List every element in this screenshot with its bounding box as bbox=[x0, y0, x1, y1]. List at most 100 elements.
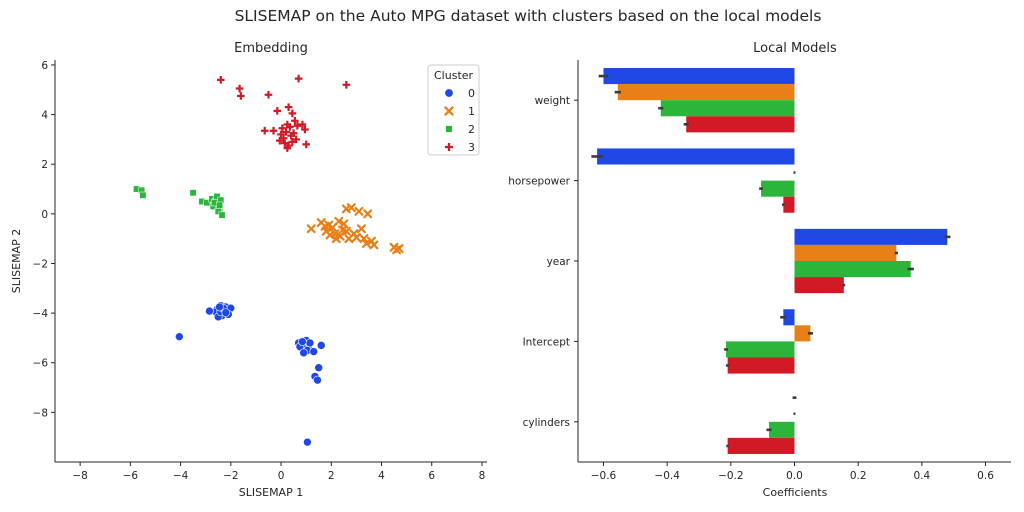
bar-weight-cluster-0 bbox=[603, 68, 795, 85]
bar-year-cluster-2 bbox=[794, 261, 911, 278]
cluster-3-point bbox=[260, 126, 269, 135]
bars-category-ticks: weight horsepower year Intercept cylinders bbox=[508, 95, 578, 429]
cluster-3-point bbox=[235, 84, 244, 93]
bar-year-cluster-0 bbox=[794, 228, 948, 245]
cluster-3-point bbox=[287, 131, 295, 140]
cluster-1-point bbox=[341, 226, 351, 236]
local-models-title: Local Models bbox=[753, 41, 837, 56]
legend-label-cluster-2: 2 bbox=[468, 123, 475, 136]
embedding-x-tick-label: −8 bbox=[72, 470, 87, 482]
embedding-x-tick-label: −6 bbox=[123, 470, 139, 482]
bars-x-tick-label: 0.2 bbox=[850, 470, 867, 482]
cluster-0-point bbox=[316, 341, 326, 350]
bars-x-tick-label: 0.6 bbox=[977, 470, 994, 482]
cluster-2-point bbox=[203, 199, 211, 207]
cluster-3-point bbox=[275, 136, 284, 145]
legend-label-cluster-3: 3 bbox=[468, 141, 475, 154]
embedding-x-tick-label: 0 bbox=[278, 470, 285, 482]
cluster-1-point bbox=[324, 220, 334, 230]
bar-horsepower-cluster-2 bbox=[761, 180, 795, 197]
cluster-3-point bbox=[278, 124, 287, 133]
cluster-0-point bbox=[313, 375, 322, 385]
cluster-2-point bbox=[216, 201, 223, 209]
cluster-legend: Cluster 0 1 2 3 bbox=[427, 64, 480, 156]
embedding-y-tick-label: 6 bbox=[41, 60, 48, 72]
cluster-3-point bbox=[237, 92, 245, 100]
legend-label-cluster-0: 0 bbox=[468, 87, 475, 100]
bar-weight-cluster-2 bbox=[660, 100, 795, 117]
bar-horsepower-cluster-3 bbox=[783, 196, 795, 213]
cluster-0-point bbox=[205, 306, 214, 316]
cluster-3-point bbox=[342, 81, 351, 89]
embedding-x-tick-label: 6 bbox=[428, 470, 435, 482]
legend-marker-cluster-2 bbox=[445, 125, 453, 133]
embedding-y-tick-label: −6 bbox=[33, 358, 49, 370]
cluster-2-point bbox=[139, 191, 147, 199]
cluster-3-point bbox=[292, 135, 300, 144]
cluster-0-point bbox=[215, 302, 224, 312]
cluster-0-point bbox=[309, 347, 318, 356]
legend-marker-cluster-1 bbox=[444, 106, 454, 116]
embedding-y-tick-label: −8 bbox=[33, 407, 48, 419]
cluster-0-point bbox=[299, 348, 308, 358]
embedding-x-label: SLISEMAP 1 bbox=[239, 486, 303, 499]
legend-marker-cluster-0 bbox=[444, 88, 454, 98]
cluster-0-point bbox=[303, 437, 312, 447]
embedding-y-tick-label: 0 bbox=[41, 209, 48, 221]
cluster-3-point bbox=[298, 120, 307, 129]
embedding-y-ticks: −8 −6 −4 −2 0 2 4 6 bbox=[33, 60, 55, 419]
cluster-0-point bbox=[175, 332, 184, 341]
legend-label-cluster-1: 1 bbox=[468, 105, 475, 118]
bar-intercept-cluster-3 bbox=[727, 357, 795, 374]
embedding-y-tick-label: −2 bbox=[33, 258, 48, 270]
embedding-x-tick-label: −4 bbox=[173, 470, 189, 482]
bar-cylinders-cluster-2 bbox=[769, 421, 795, 438]
cluster-3-point bbox=[273, 107, 282, 115]
cluster-3-point bbox=[293, 121, 302, 130]
bars-group bbox=[597, 68, 948, 454]
bar-year-cluster-3 bbox=[794, 277, 844, 294]
legend-frame bbox=[427, 64, 480, 156]
bars-x-tick-label: −0.2 bbox=[718, 470, 744, 482]
cluster-0-point bbox=[314, 363, 324, 373]
cluster-3-point bbox=[291, 116, 299, 125]
cluster-3-point bbox=[286, 123, 294, 131]
cluster-3-point bbox=[301, 125, 309, 134]
bar-weight-cluster-3 bbox=[686, 116, 795, 133]
bars-x-ticks: −0.6 −0.4 −0.2 0.0 0.2 0.4 0.6 bbox=[591, 462, 994, 482]
bar-intercept-cluster-1 bbox=[794, 325, 811, 342]
local-models-panel: Local Models −0.6 −0.4 −0.2 0.0 0.2 0.4 0.6 we… bbox=[508, 41, 1011, 499]
embedding-x-ticks: −8 −6 −4 −2 0 2 4 6 8 bbox=[72, 462, 485, 482]
bar-intercept-cluster-0 bbox=[783, 309, 795, 326]
cluster-1-point bbox=[354, 206, 364, 216]
bars-x-tick-label: 0.0 bbox=[786, 470, 803, 482]
bars-category-label-cylinders: cylinders bbox=[523, 417, 570, 429]
cluster-1-point bbox=[356, 224, 366, 234]
cluster-1-point bbox=[306, 224, 316, 234]
bars-x-tick-label: −0.6 bbox=[591, 470, 617, 482]
cluster-3-point bbox=[283, 144, 292, 152]
cluster-2-point bbox=[189, 189, 197, 197]
embedding-y-tick-label: −4 bbox=[33, 308, 49, 320]
cluster-3-point bbox=[282, 128, 290, 136]
embedding-x-tick-label: 2 bbox=[328, 470, 335, 482]
cluster-1-point bbox=[346, 203, 356, 213]
cluster-3-point bbox=[302, 140, 310, 149]
cluster-3-point bbox=[294, 74, 303, 83]
embedding-y-tick-label: 4 bbox=[41, 110, 48, 122]
bars-x-tick-label: 0.4 bbox=[914, 470, 931, 482]
embedding-title: Embedding bbox=[234, 41, 308, 56]
embedding-x-tick-label: 4 bbox=[378, 470, 385, 482]
legend-items: 0 1 2 3 bbox=[444, 87, 475, 154]
bars-category-label-intercept: Intercept bbox=[523, 336, 570, 348]
cluster-3-point bbox=[284, 103, 293, 111]
cluster-3-point bbox=[277, 130, 285, 139]
bar-horsepower-cluster-0 bbox=[597, 148, 795, 165]
cluster-0-point bbox=[221, 308, 231, 317]
cluster-0-point bbox=[305, 338, 315, 348]
cluster-1-point bbox=[334, 216, 344, 226]
cluster-1-point bbox=[351, 232, 361, 242]
bar-weight-cluster-1 bbox=[617, 84, 795, 101]
embedding-points bbox=[133, 74, 404, 447]
